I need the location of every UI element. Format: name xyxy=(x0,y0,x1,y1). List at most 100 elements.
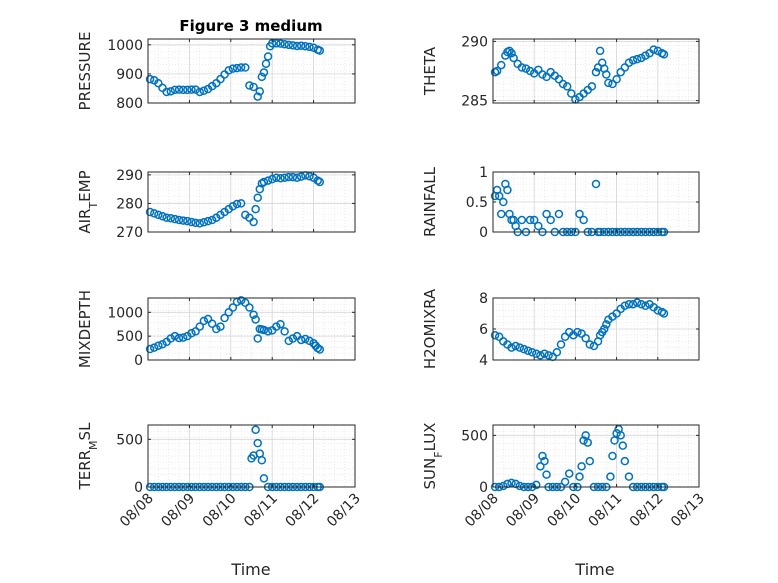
y-axis-label-part: TERR xyxy=(76,450,94,491)
data-point xyxy=(305,172,314,181)
y-axis-label-part: SUN xyxy=(421,458,439,490)
data-point xyxy=(527,348,537,357)
y-tick-label: 280 xyxy=(116,196,143,212)
data-point xyxy=(183,216,192,226)
data-point xyxy=(577,462,586,471)
data-point xyxy=(203,216,213,226)
y-axis-label-part: M xyxy=(87,440,100,450)
data-point xyxy=(170,214,180,224)
y-tick-label: 285 xyxy=(461,94,488,110)
axes-terr_msl: 0 500 TERRMSL 08/08 08/09 08/10 08/11 08/12 08/1… xyxy=(76,422,364,530)
data-point xyxy=(241,63,250,72)
data-point xyxy=(496,60,506,70)
data-point xyxy=(534,221,543,231)
data-point xyxy=(187,329,196,338)
data-point xyxy=(245,303,254,312)
data-point xyxy=(659,309,669,318)
data-point xyxy=(620,301,630,310)
data-point xyxy=(272,173,281,182)
data-point xyxy=(505,46,514,56)
data-point xyxy=(507,48,516,58)
data-point xyxy=(599,324,609,334)
data-point xyxy=(301,334,310,344)
data-point xyxy=(616,431,625,440)
data-point xyxy=(280,327,289,336)
data-point xyxy=(632,54,642,64)
y-tick-label: 800 xyxy=(116,96,143,112)
data-point xyxy=(272,322,281,331)
data-point xyxy=(253,193,262,202)
y-axis-label-part: T xyxy=(87,202,100,210)
data-point xyxy=(166,214,176,223)
data-point xyxy=(591,179,601,189)
data-point xyxy=(236,199,246,208)
data-point xyxy=(249,310,258,319)
y-tick-label: 900 xyxy=(116,67,143,83)
data-point xyxy=(560,477,570,487)
y-tick-label: 270 xyxy=(116,225,143,241)
data-point xyxy=(207,319,217,329)
data-point xyxy=(305,336,314,346)
x-tick-label: 08/09 xyxy=(158,491,198,531)
data-point xyxy=(187,85,196,94)
data-point xyxy=(546,215,555,225)
data-point xyxy=(245,81,254,90)
data-point xyxy=(525,215,535,225)
data-point xyxy=(552,348,562,357)
data-point xyxy=(616,67,625,77)
data-point xyxy=(612,75,621,84)
data-point xyxy=(554,75,564,84)
data-point xyxy=(540,456,549,466)
data-point xyxy=(259,325,269,335)
data-point xyxy=(309,339,318,348)
data-point xyxy=(224,308,233,317)
data-point xyxy=(272,39,281,48)
x-tick-label: 08/08 xyxy=(117,491,157,531)
y-tick-label: 6 xyxy=(479,322,488,338)
data-point xyxy=(542,209,551,219)
x-tick-label: 08/11 xyxy=(586,491,626,531)
data-point xyxy=(154,341,163,350)
data-point xyxy=(542,72,551,82)
data-point xyxy=(532,480,541,490)
data-point xyxy=(228,202,238,211)
x-tick-label: 08/12 xyxy=(283,491,323,531)
data-point xyxy=(228,64,238,73)
y-axis-label: THETA xyxy=(421,46,439,96)
figure-title: Figure 3 medium xyxy=(179,17,322,35)
data-point xyxy=(276,319,285,329)
x-axis-label-right: Time xyxy=(574,560,614,579)
y-axis-label: RAINFALL xyxy=(421,166,439,237)
data-point xyxy=(637,53,646,63)
data-point xyxy=(178,216,188,225)
data-point xyxy=(579,215,588,225)
y-axis-label: TERRMSL xyxy=(76,422,100,491)
axes-box xyxy=(147,424,356,488)
data-point xyxy=(612,309,621,318)
data-point xyxy=(145,344,155,354)
data-point xyxy=(187,217,196,227)
axes-mixdepth: 0 500 1000 MIXDEPTH xyxy=(76,290,356,369)
data-point xyxy=(602,70,611,79)
axes-air_temp: 270 280 290 AIRTEMP xyxy=(76,168,356,241)
data-point xyxy=(519,344,529,354)
data-point xyxy=(162,87,171,97)
y-axis-label: SUNFLUX xyxy=(421,423,445,490)
data-point xyxy=(624,299,634,309)
data-point xyxy=(292,41,302,51)
data-point xyxy=(581,334,590,343)
data-point xyxy=(583,438,593,447)
y-axis-label: H2OMIXRA xyxy=(421,288,439,369)
data-point xyxy=(624,58,634,67)
data-point xyxy=(542,470,551,479)
data-point xyxy=(191,85,200,94)
data-point xyxy=(149,343,159,352)
data-point xyxy=(529,215,539,225)
data-point xyxy=(296,41,306,50)
data-point xyxy=(259,474,269,483)
data-point xyxy=(538,70,547,79)
y-axis-label-part: F xyxy=(432,451,445,457)
data-point xyxy=(288,41,298,50)
data-point xyxy=(494,191,504,201)
data-point xyxy=(296,335,306,345)
